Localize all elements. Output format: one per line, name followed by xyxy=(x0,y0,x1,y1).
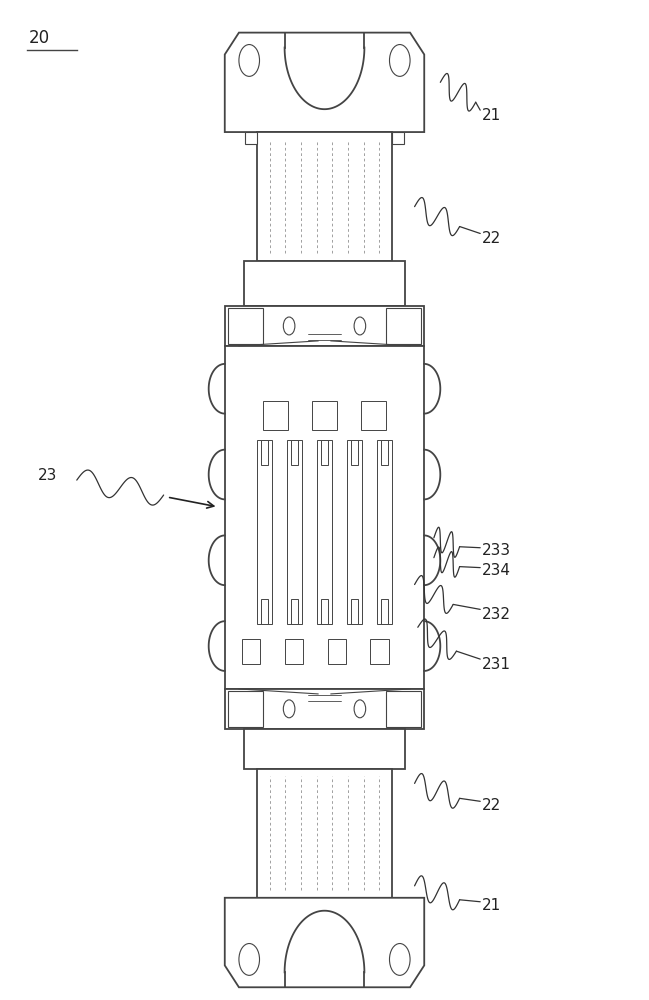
Bar xyxy=(392,132,404,144)
Bar xyxy=(257,440,272,624)
Text: 22: 22 xyxy=(482,798,502,813)
Bar xyxy=(386,691,421,727)
Text: 21: 21 xyxy=(482,898,502,913)
Bar xyxy=(262,599,268,624)
Bar xyxy=(347,440,362,624)
Bar xyxy=(312,401,337,430)
Text: 233: 233 xyxy=(482,543,511,558)
Bar xyxy=(262,440,268,465)
Bar xyxy=(321,440,328,465)
Bar xyxy=(225,689,424,729)
Bar xyxy=(371,639,389,664)
Bar xyxy=(361,401,386,430)
Bar xyxy=(291,440,298,465)
Bar xyxy=(228,308,263,344)
Bar xyxy=(225,346,424,689)
Bar xyxy=(285,639,303,664)
Bar xyxy=(263,401,288,430)
Bar xyxy=(245,132,257,144)
Text: 232: 232 xyxy=(482,607,511,622)
Text: 234: 234 xyxy=(482,563,511,578)
Text: 22: 22 xyxy=(482,231,502,246)
Polygon shape xyxy=(225,898,424,987)
Bar xyxy=(287,440,302,624)
Polygon shape xyxy=(225,33,424,132)
Text: 23: 23 xyxy=(38,468,58,483)
Bar xyxy=(242,639,260,664)
Bar xyxy=(225,306,424,346)
Bar xyxy=(321,599,328,624)
Bar xyxy=(244,261,405,306)
Text: 20: 20 xyxy=(29,29,49,47)
Bar xyxy=(291,599,298,624)
Bar xyxy=(257,768,392,898)
Bar xyxy=(386,308,421,344)
Bar xyxy=(377,440,392,624)
Bar xyxy=(244,729,405,768)
Bar xyxy=(351,599,358,624)
Text: 21: 21 xyxy=(482,108,502,123)
Text: 231: 231 xyxy=(482,657,511,672)
Bar xyxy=(257,132,392,261)
Bar xyxy=(381,599,387,624)
Bar xyxy=(317,440,332,624)
Bar xyxy=(228,691,263,727)
Bar xyxy=(328,639,346,664)
Bar xyxy=(381,440,387,465)
Bar xyxy=(351,440,358,465)
